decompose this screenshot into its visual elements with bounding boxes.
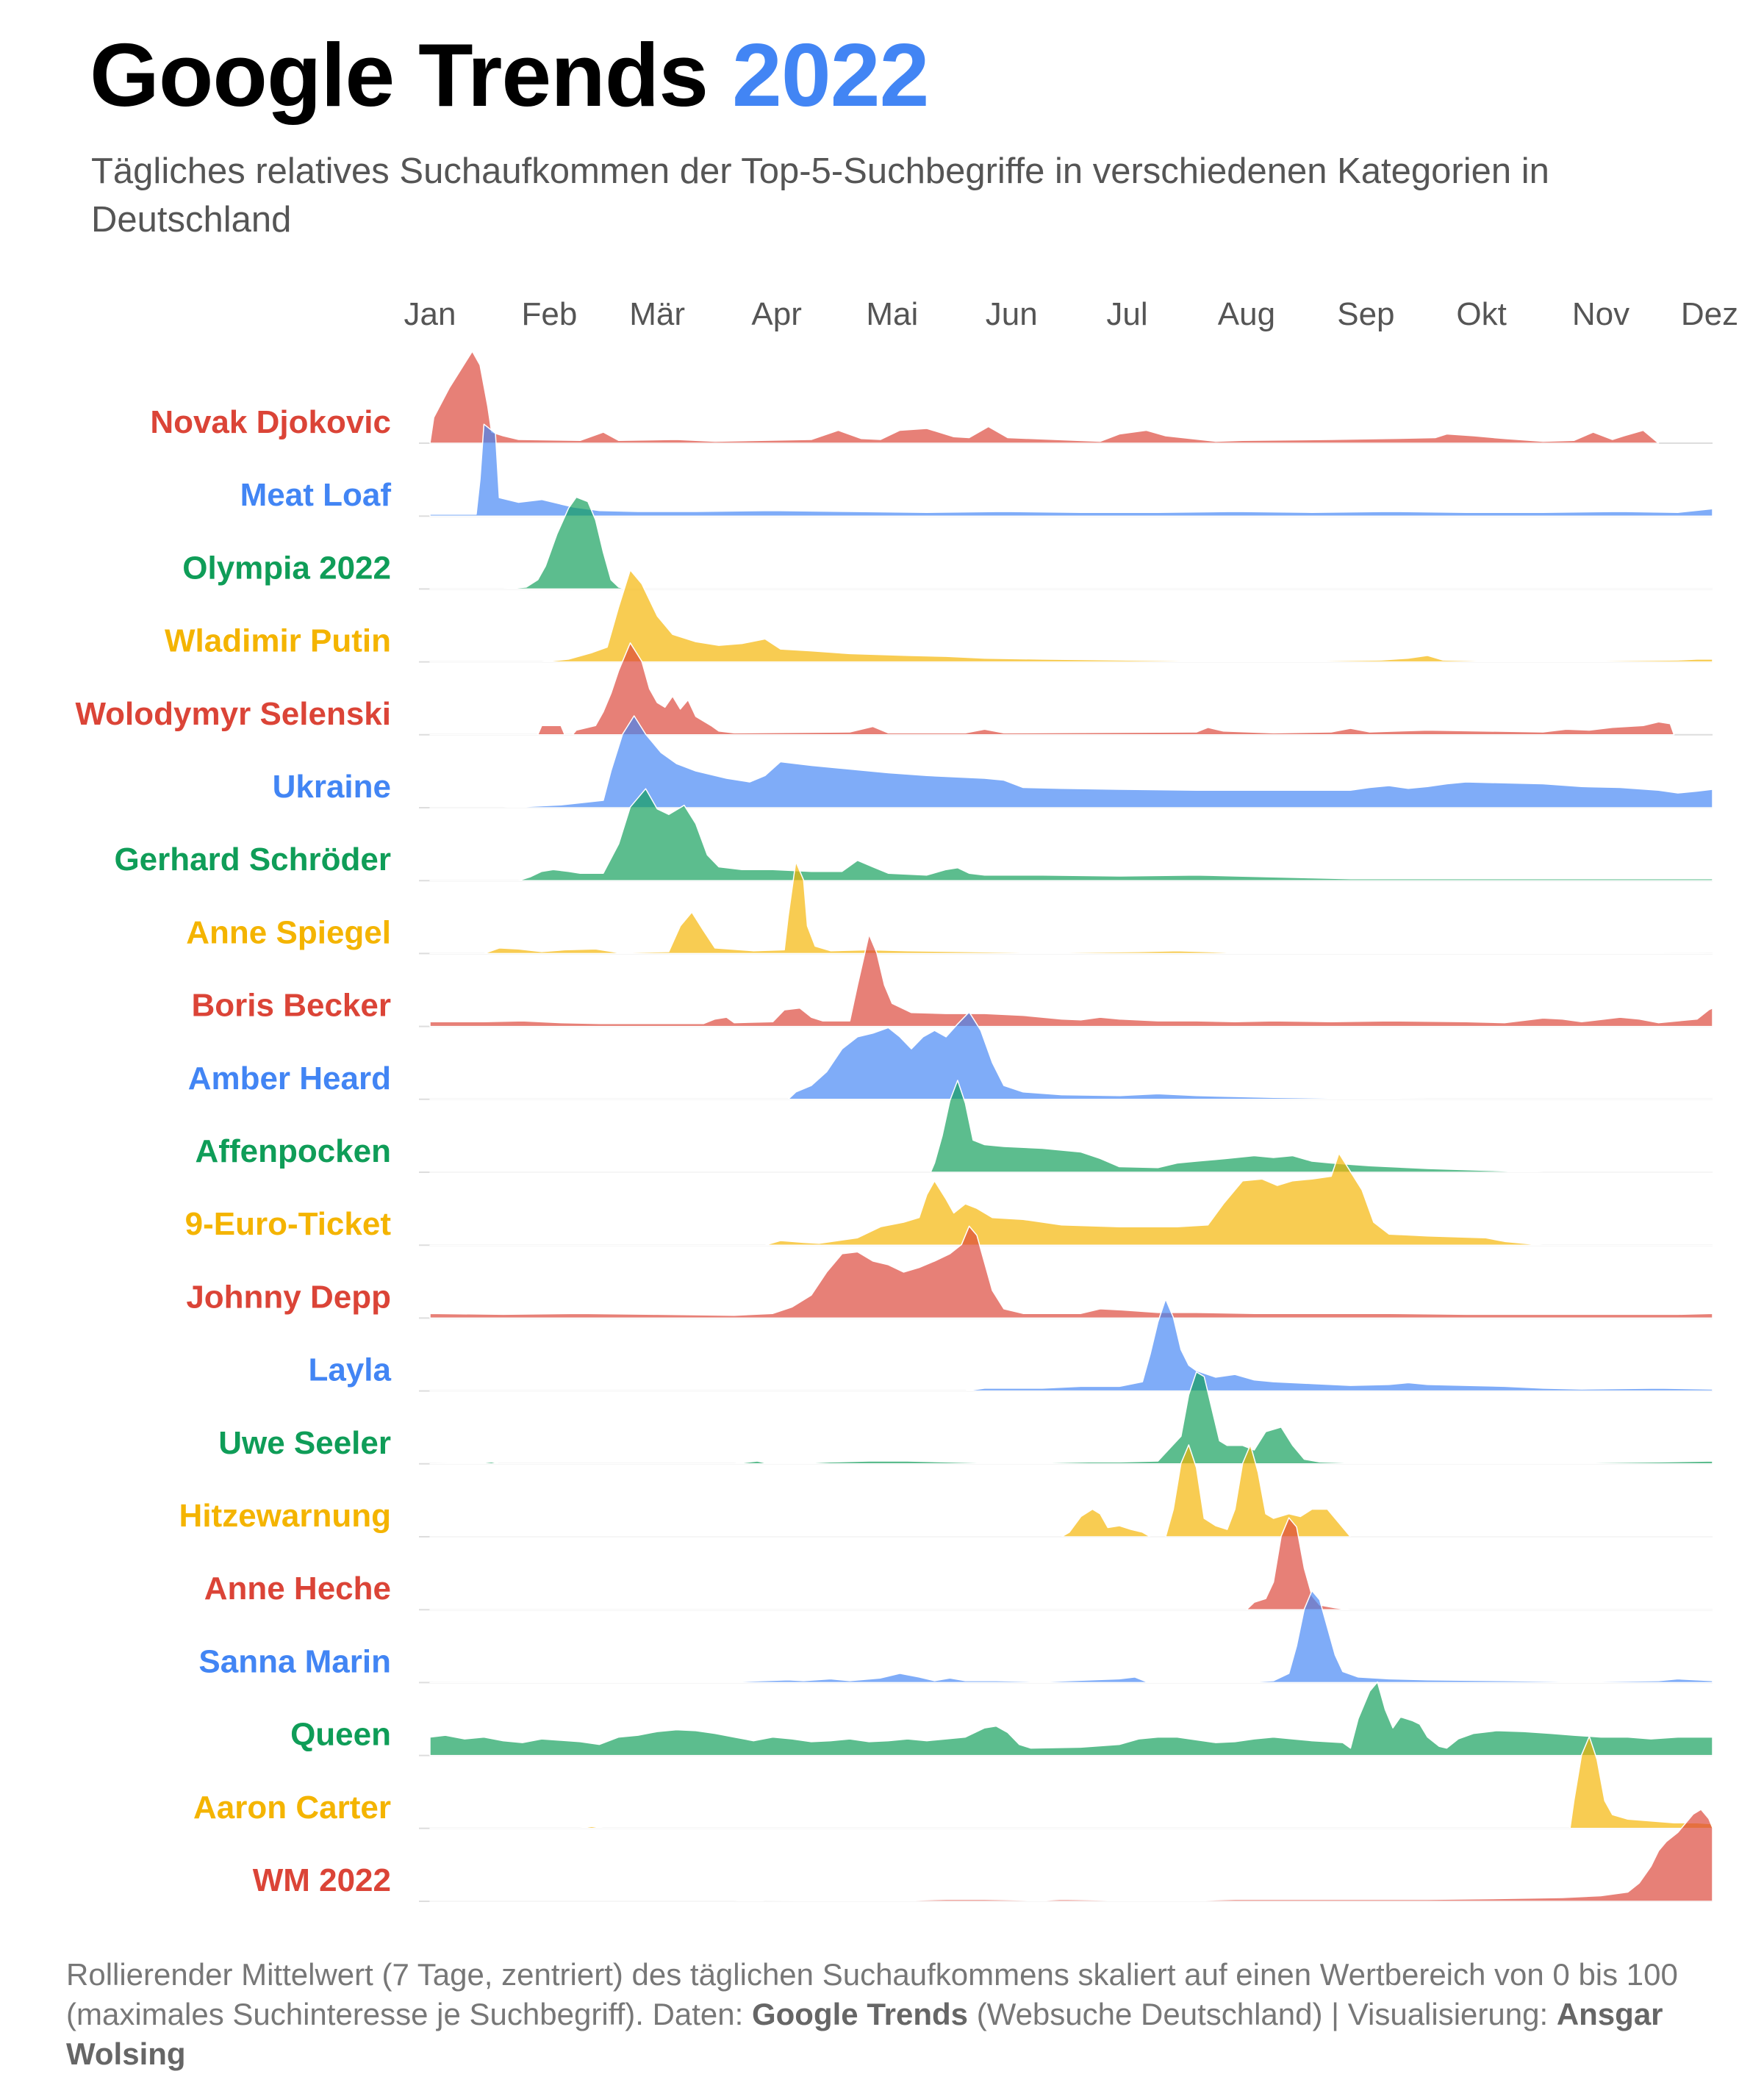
ridge-label: Johnny Depp — [186, 1279, 391, 1315]
ridge-series: Layla — [308, 1298, 1713, 1392]
chart-caption: Rollierender Mittelwert (7 Tage, zentrie… — [66, 1955, 1713, 2074]
ridge-label: 9-Euro-Ticket — [185, 1206, 392, 1242]
x-tick-label: Jun — [986, 296, 1038, 332]
ridge-area — [429, 1152, 1713, 1246]
ridge-series: Hitzewarnung — [179, 1444, 1713, 1537]
ridge-label: Hitzewarnung — [179, 1498, 391, 1534]
ridge-label: Boris Becker — [192, 988, 391, 1024]
ridge-series: Novak Djokovic — [150, 351, 1713, 444]
ridge-label: Affenpocken — [196, 1133, 391, 1169]
x-tick-label: Dez — [1681, 296, 1738, 332]
ridge-area — [429, 1011, 1713, 1100]
page-subtitle: Tägliches relatives Suchaufkommen der To… — [91, 151, 1549, 240]
ridge-label: Olympia 2022 — [182, 550, 391, 586]
ridge-area — [429, 1080, 1713, 1173]
title-text: Google Trends — [90, 25, 709, 125]
ridge-series: Ukraine — [273, 715, 1713, 808]
ridge-label: Uwe Seeler — [218, 1425, 391, 1461]
x-tick-label: Mär — [629, 296, 685, 332]
ridge-label: Amber Heard — [188, 1061, 391, 1097]
ridge-area — [429, 788, 1713, 881]
caption-text-2: (Websuche Deutschland) | Visualisierung: — [968, 1997, 1557, 2031]
ridge-series: Olympia 2022 — [182, 496, 1713, 590]
ridge-label: Anne Heche — [204, 1571, 391, 1607]
ridge-series: Boris Becker — [192, 933, 1713, 1027]
ridge-series: Meat Loaf — [240, 423, 1713, 517]
ridge-area — [429, 1590, 1713, 1684]
ridge-area — [429, 1444, 1713, 1537]
ridge-area — [429, 1298, 1713, 1392]
x-tick-label: Sep — [1337, 296, 1394, 332]
ridgeline-series: Novak Djokovic Meat Loaf Olympia 2022 Wladi… — [75, 351, 1713, 1902]
ridge-area — [429, 715, 1713, 808]
x-tick-label: Jul — [1106, 296, 1147, 332]
caption-text-1: Rollierender Mittelwert (7 Tage, zentrie… — [66, 1957, 1678, 2031]
x-tick-label: Nov — [1572, 296, 1629, 332]
ridge-label: Sanna Marin — [198, 1643, 391, 1679]
ridge-area — [429, 642, 1675, 736]
ridge-area — [429, 1517, 1713, 1610]
caption-source: Google Trends — [751, 1997, 969, 2031]
ridge-series: 9-Euro-Ticket — [185, 1152, 1713, 1246]
ridge-label: Wladimir Putin — [165, 623, 391, 659]
ridge-series: Johnny Depp — [186, 1225, 1713, 1319]
ridge-label: Layla — [308, 1352, 391, 1388]
ridge-area — [429, 861, 1713, 955]
ridge-label: Gerhard Schröder — [114, 842, 391, 878]
ridge-series: Sanna Marin — [198, 1590, 1713, 1684]
ridge-label: Anne Spiegel — [186, 914, 391, 950]
x-tick-label: Apr — [751, 296, 801, 332]
x-axis-month-labels: Jan Feb Mär Apr Mai Jun Jul Aug Sep Okt Nov Dez — [404, 296, 1739, 332]
x-tick-label: Aug — [1218, 296, 1275, 332]
x-tick-label: Mai — [866, 296, 918, 332]
ridge-series: Uwe Seeler — [218, 1371, 1713, 1465]
ridge-area — [429, 933, 1713, 1027]
ridge-label: Novak Djokovic — [150, 404, 391, 440]
ridge-series: Anne Spiegel — [186, 861, 1713, 955]
ridge-series: Wladimir Putin — [165, 569, 1713, 663]
ridge-label: Wolodymyr Selenski — [75, 696, 391, 732]
x-tick-label: Jan — [404, 296, 456, 332]
ridge-area — [429, 1371, 1713, 1465]
ridge-series: Gerhard Schröder — [114, 788, 1713, 882]
ridge-area — [429, 496, 1713, 590]
ridge-series: Anne Heche — [204, 1517, 1713, 1611]
page-title: Google Trends 2022 — [90, 24, 929, 126]
ridge-area — [429, 423, 1713, 517]
ridge-label: Meat Loaf — [240, 477, 392, 513]
ridge-label: Aaron Carter — [193, 1790, 391, 1826]
x-tick-label: Feb — [522, 296, 578, 332]
ridge-area — [429, 569, 1713, 663]
ridge-series: Affenpocken — [196, 1080, 1713, 1173]
ridge-area — [429, 1809, 1713, 1902]
ridge-series: WM 2022 — [253, 1809, 1713, 1902]
ridge-series: Queen — [290, 1681, 1713, 1757]
ridge-label: Ukraine — [273, 769, 391, 805]
ridge-series: Amber Heard — [188, 1011, 1713, 1100]
ridge-label: Queen — [290, 1717, 391, 1753]
ridge-area — [429, 351, 1660, 444]
ridge-area — [429, 1225, 1713, 1319]
ridge-area — [429, 1681, 1713, 1757]
title-year: 2022 — [732, 25, 929, 125]
ridge-label: WM 2022 — [253, 1862, 391, 1898]
x-tick-label: Okt — [1456, 296, 1506, 332]
